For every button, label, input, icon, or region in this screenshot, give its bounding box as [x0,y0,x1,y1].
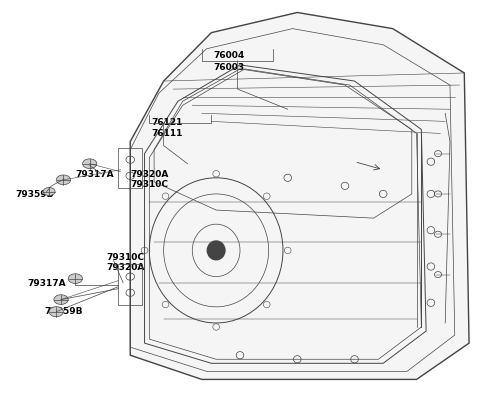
Polygon shape [130,13,469,379]
Text: 79317A: 79317A [28,279,66,288]
Text: 79359B: 79359B [44,307,83,315]
Text: 79320A: 79320A [130,170,168,179]
Ellipse shape [54,295,68,305]
Text: 79310C: 79310C [107,252,144,261]
Ellipse shape [68,274,83,284]
Text: 76004: 76004 [214,51,245,60]
Text: 79359B: 79359B [16,190,54,199]
Text: 76111: 76111 [152,129,183,138]
Text: 76003: 76003 [214,63,245,72]
Text: 76121: 76121 [152,117,183,126]
Ellipse shape [56,175,71,185]
Ellipse shape [49,307,63,317]
Ellipse shape [206,241,226,261]
Text: 79310C: 79310C [130,179,168,188]
Text: 79317A: 79317A [75,170,114,179]
Ellipse shape [43,188,55,196]
Ellipse shape [83,160,97,169]
Text: 79320A: 79320A [107,262,145,271]
